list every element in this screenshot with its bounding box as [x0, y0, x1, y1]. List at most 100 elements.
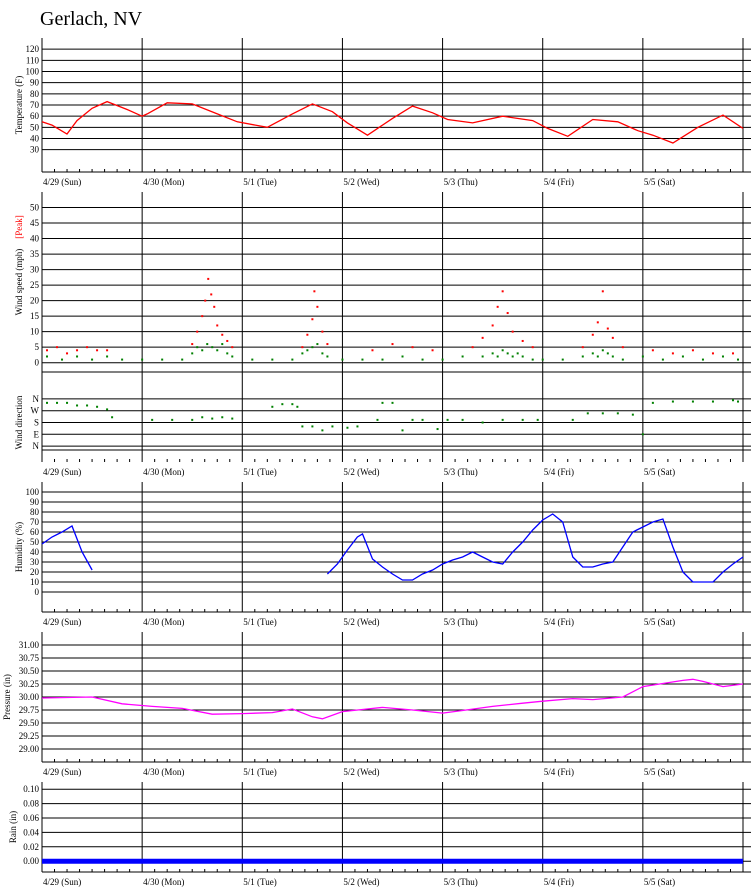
y-tick-label: 30.50 — [19, 666, 40, 676]
data-point — [361, 358, 364, 361]
y-tick-label: 15 — [30, 311, 40, 321]
data-line — [41, 678, 744, 720]
data-point — [301, 425, 304, 428]
data-point — [391, 401, 394, 404]
data-point — [421, 358, 424, 361]
data-point — [326, 355, 329, 358]
data-point — [46, 401, 49, 404]
y-tick-label: 40 — [30, 547, 40, 557]
data-point — [731, 352, 734, 355]
data-point — [171, 418, 174, 421]
y-tick-label: 20 — [30, 296, 40, 306]
data-point — [371, 349, 374, 352]
data-point — [161, 358, 164, 361]
y-tick-label: 10 — [30, 327, 40, 337]
data-point — [731, 399, 734, 402]
y-tick-label: 80 — [30, 89, 40, 99]
day-label: 5/1 (Tue) — [243, 617, 276, 627]
day-label: 5/4 (Fri) — [544, 767, 574, 777]
data-point — [591, 352, 594, 355]
data-point — [481, 336, 484, 339]
data-point — [191, 418, 194, 421]
data-point — [251, 358, 254, 361]
data-point — [306, 333, 309, 336]
data-point — [316, 305, 319, 308]
data-point — [311, 346, 314, 349]
data-point — [321, 330, 324, 333]
data-point — [671, 400, 674, 403]
y-axis-title: Wind direction — [14, 395, 24, 449]
day-label: 5/4 (Fri) — [544, 877, 574, 887]
data-point — [91, 358, 94, 361]
data-point — [401, 355, 404, 358]
data-point — [586, 412, 589, 415]
data-point — [231, 355, 234, 358]
data-point — [291, 403, 294, 406]
day-label: 5/5 (Sat) — [644, 177, 675, 187]
day-label: 5/1 (Tue) — [243, 767, 276, 777]
data-point — [711, 400, 714, 403]
day-label: 5/5 (Sat) — [644, 877, 675, 887]
y-tick-label: E — [34, 429, 40, 439]
data-point — [616, 412, 619, 415]
data-point — [461, 418, 464, 421]
data-point — [316, 343, 319, 346]
data-point — [441, 358, 444, 361]
data-point — [691, 349, 694, 352]
data-point — [206, 343, 209, 346]
data-point — [46, 355, 49, 358]
data-point — [231, 346, 234, 349]
data-point — [481, 421, 484, 424]
day-label: 5/1 (Tue) — [243, 467, 276, 477]
data-point — [76, 404, 79, 407]
y-tick-label: 40 — [30, 234, 40, 244]
data-point — [651, 401, 654, 404]
day-label: 5/1 (Tue) — [243, 877, 276, 887]
day-label: 5/5 (Sat) — [644, 767, 675, 777]
data-point — [106, 408, 109, 411]
data-point — [601, 349, 604, 352]
day-label: 4/30 (Mon) — [143, 767, 184, 777]
data-point — [611, 355, 614, 358]
data-point — [66, 352, 69, 355]
data-point — [641, 355, 644, 358]
data-point — [76, 349, 79, 352]
day-label: 5/3 (Thu) — [444, 467, 478, 477]
y-tick-label: 120 — [26, 44, 40, 54]
y-tick-label: 20 — [30, 567, 40, 577]
day-label: 5/5 (Sat) — [644, 467, 675, 477]
y-tick-label: 0.04 — [23, 827, 39, 837]
data-point — [631, 413, 634, 416]
data-point — [376, 418, 379, 421]
y-tick-label: 5 — [35, 342, 40, 352]
y-tick-label: 90 — [30, 78, 40, 88]
day-label: 5/5 (Sat) — [644, 617, 675, 627]
data-point — [306, 349, 309, 352]
data-point — [521, 418, 524, 421]
day-label: 4/30 (Mon) — [143, 177, 184, 187]
data-point — [411, 418, 414, 421]
day-label: 4/30 (Mon) — [143, 617, 184, 627]
data-point — [311, 425, 314, 428]
y-tick-label: 60 — [30, 527, 40, 537]
data-point — [521, 355, 524, 358]
data-point — [151, 418, 154, 421]
data-point — [321, 429, 324, 432]
data-point — [641, 433, 644, 436]
data-point — [436, 428, 439, 431]
y-tick-label: 70 — [30, 100, 40, 110]
data-point — [221, 343, 224, 346]
y-tick-label: 0.06 — [23, 813, 39, 823]
day-label: 4/30 (Mon) — [143, 467, 184, 477]
data-point — [671, 352, 674, 355]
data-point — [313, 290, 316, 293]
data-point — [501, 290, 504, 293]
y-tick-label: 0 — [35, 587, 40, 597]
day-label: 5/2 (Wed) — [343, 767, 379, 777]
y-tick-label: 0.10 — [23, 784, 39, 794]
data-point — [356, 425, 359, 428]
data-point — [651, 349, 654, 352]
y-tick-label: S — [34, 418, 39, 428]
y-tick-label: 0.00 — [23, 856, 39, 866]
data-point — [601, 412, 604, 415]
